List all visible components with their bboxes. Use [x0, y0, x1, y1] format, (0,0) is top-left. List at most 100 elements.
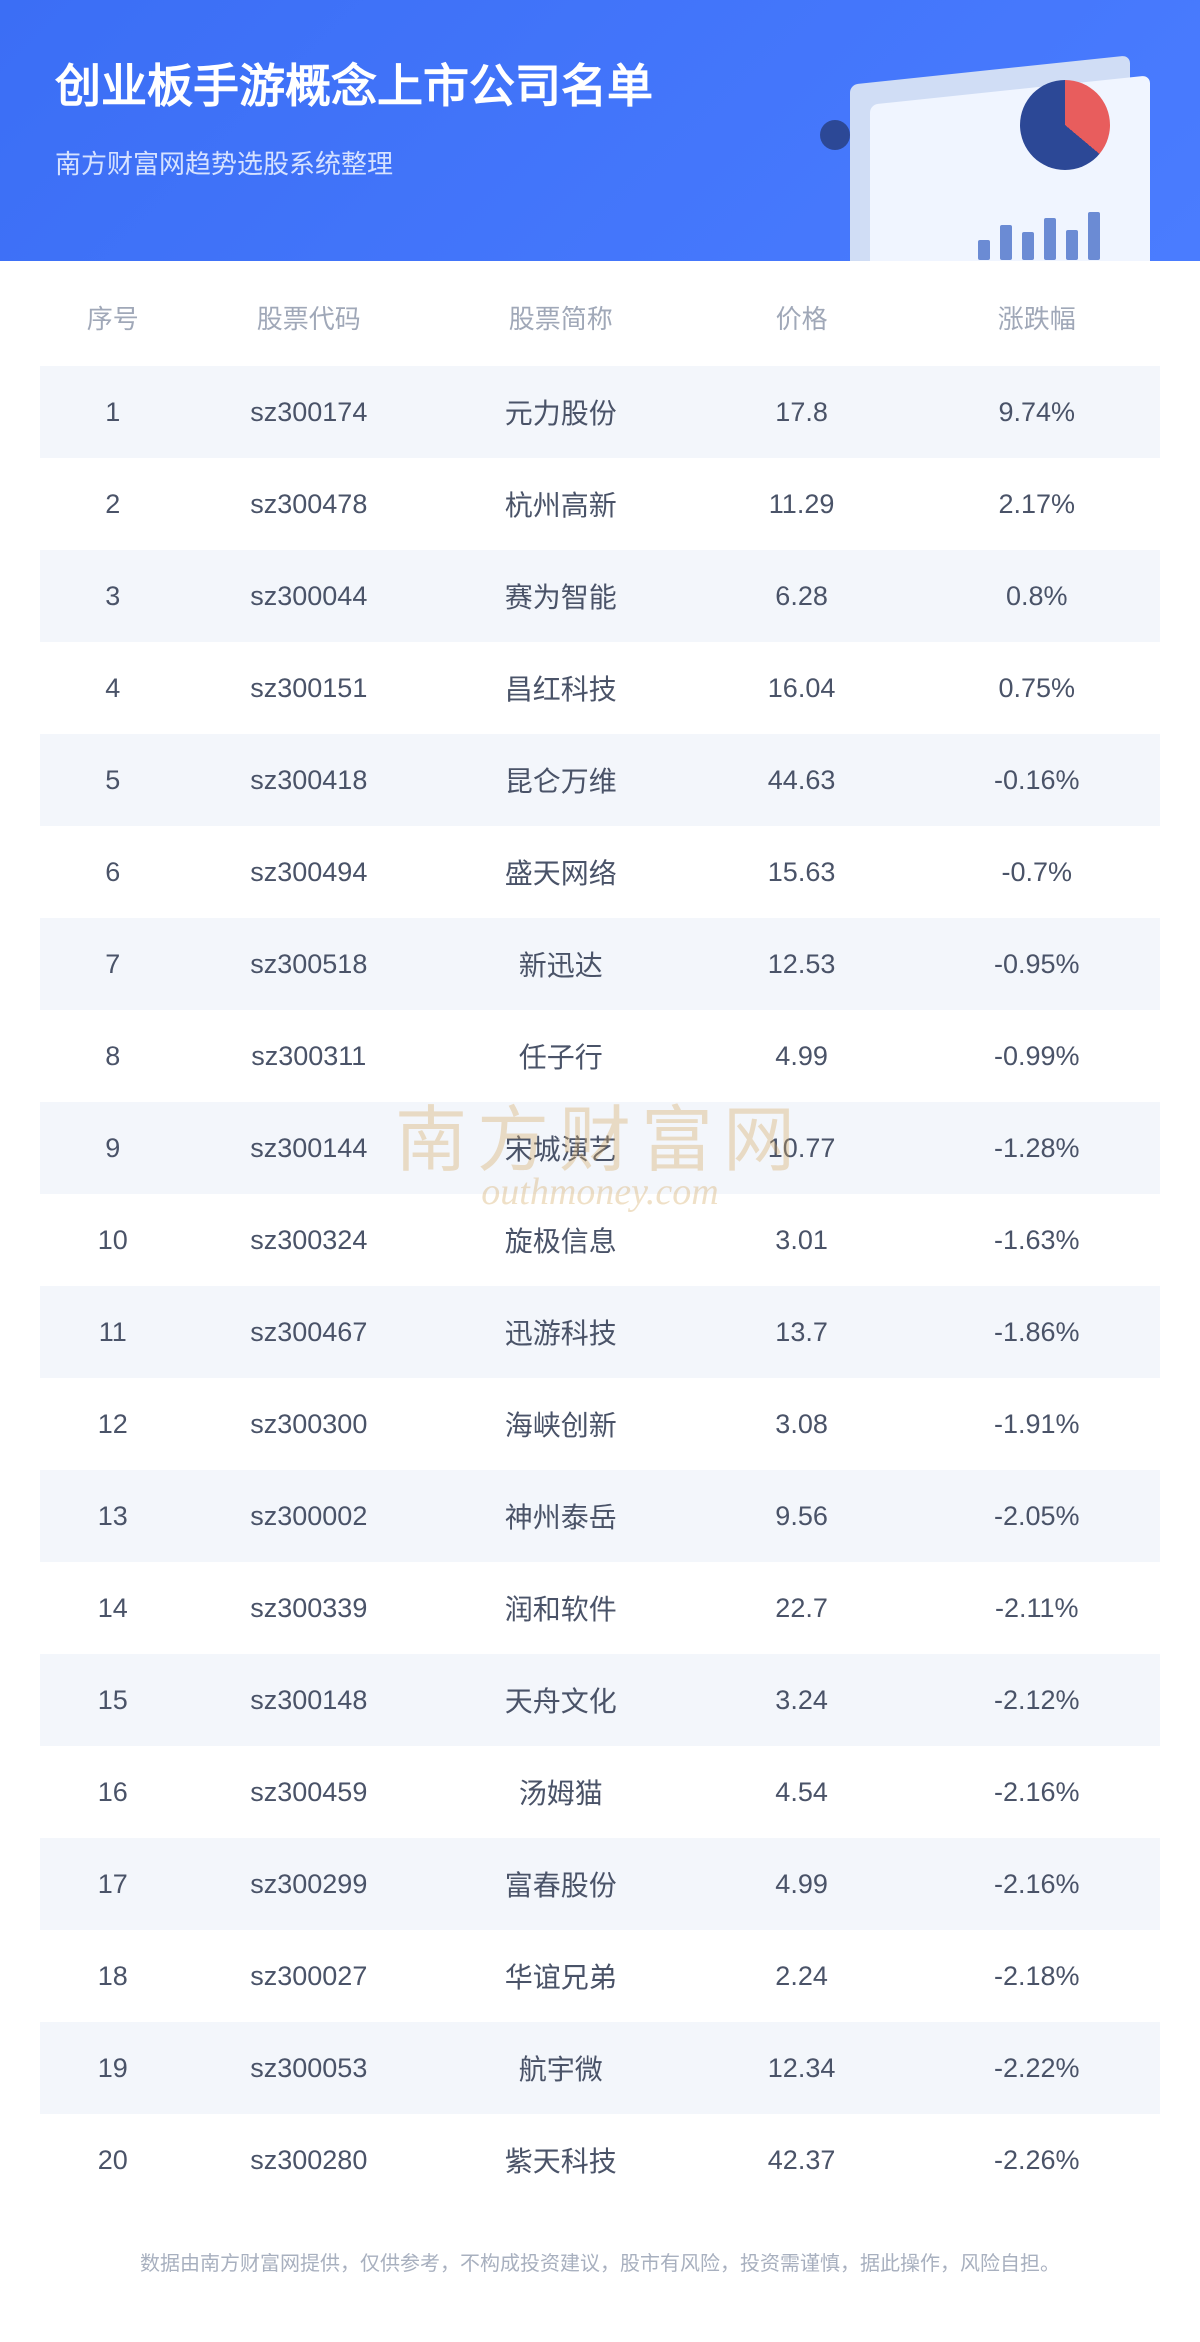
cell-code: sz300144	[186, 1133, 432, 1164]
cell-change: -1.91%	[914, 1409, 1160, 1440]
cell-name: 航宇微	[432, 2048, 690, 2088]
cell-price: 3.24	[690, 1685, 914, 1716]
cell-name: 天舟文化	[432, 1680, 690, 1720]
cell-price: 10.77	[690, 1133, 914, 1164]
cell-name: 新迅达	[432, 944, 690, 984]
cell-code: sz300300	[186, 1409, 432, 1440]
cell-name: 汤姆猫	[432, 1772, 690, 1812]
cell-code: sz300324	[186, 1225, 432, 1256]
table-row: 8sz300311任子行4.99-0.99%	[40, 1010, 1160, 1102]
cell-name: 元力股份	[432, 392, 690, 432]
table-row: 9sz300144宋城演艺10.77-1.28%	[40, 1102, 1160, 1194]
cell-name: 富春股份	[432, 1864, 690, 1904]
table-row: 19sz300053航宇微12.34-2.22%	[40, 2022, 1160, 2114]
cell-index: 8	[40, 1041, 186, 1072]
cell-code: sz300418	[186, 765, 432, 796]
table-row: 13sz300002神州泰岳9.56-2.05%	[40, 1470, 1160, 1562]
cell-code: sz300339	[186, 1593, 432, 1624]
table-row: 11sz300467迅游科技13.7-1.86%	[40, 1286, 1160, 1378]
cell-change: -0.7%	[914, 857, 1160, 888]
cell-price: 4.99	[690, 1041, 914, 1072]
col-header-index: 序号	[40, 299, 186, 336]
cell-change: -2.05%	[914, 1501, 1160, 1532]
table-row: 20sz300280紫天科技42.37-2.26%	[40, 2114, 1160, 2206]
cell-change: -1.28%	[914, 1133, 1160, 1164]
bar-chart-icon	[978, 212, 1100, 260]
cell-change: -2.16%	[914, 1777, 1160, 1808]
table-row: 4sz300151昌红科技16.040.75%	[40, 642, 1160, 734]
cell-price: 4.54	[690, 1777, 914, 1808]
cell-price: 44.63	[690, 765, 914, 796]
cell-index: 20	[40, 2145, 186, 2176]
cell-index: 10	[40, 1225, 186, 1256]
cell-name: 迅游科技	[432, 1312, 690, 1352]
col-header-code: 股票代码	[186, 299, 432, 336]
cell-code: sz300467	[186, 1317, 432, 1348]
cell-code: sz300002	[186, 1501, 432, 1532]
cell-name: 润和软件	[432, 1588, 690, 1628]
cell-index: 1	[40, 397, 186, 428]
cell-index: 4	[40, 673, 186, 704]
cell-name: 盛天网络	[432, 852, 690, 892]
cell-code: sz300027	[186, 1961, 432, 1992]
table-row: 5sz300418昆仑万维44.63-0.16%	[40, 734, 1160, 826]
cell-price: 15.63	[690, 857, 914, 888]
cell-index: 16	[40, 1777, 186, 1808]
cell-change: -0.16%	[914, 765, 1160, 796]
cell-name: 昌红科技	[432, 668, 690, 708]
cell-code: sz300299	[186, 1869, 432, 1900]
col-header-price: 价格	[690, 299, 914, 336]
cell-code: sz300494	[186, 857, 432, 888]
cell-change: -2.22%	[914, 2053, 1160, 2084]
cell-index: 12	[40, 1409, 186, 1440]
table-row: 10sz300324旋极信息3.01-1.63%	[40, 1194, 1160, 1286]
cell-price: 4.99	[690, 1869, 914, 1900]
cell-change: 9.74%	[914, 397, 1160, 428]
cell-code: sz300174	[186, 397, 432, 428]
table-row: 2sz300478杭州高新11.292.17%	[40, 458, 1160, 550]
cell-change: 0.8%	[914, 581, 1160, 612]
cell-change: -2.26%	[914, 2145, 1160, 2176]
cell-price: 3.01	[690, 1225, 914, 1256]
cell-code: sz300044	[186, 581, 432, 612]
table-row: 1sz300174元力股份17.89.74%	[40, 366, 1160, 458]
cell-price: 2.24	[690, 1961, 914, 1992]
cell-index: 7	[40, 949, 186, 980]
cell-change: -0.99%	[914, 1041, 1160, 1072]
cell-change: -2.11%	[914, 1593, 1160, 1624]
cell-change: 0.75%	[914, 673, 1160, 704]
cell-index: 19	[40, 2053, 186, 2084]
table-row: 17sz300299富春股份4.99-2.16%	[40, 1838, 1160, 1930]
table-row: 18sz300027华谊兄弟2.24-2.18%	[40, 1930, 1160, 2022]
cell-index: 3	[40, 581, 186, 612]
cell-name: 华谊兄弟	[432, 1956, 690, 1996]
cell-change: -2.18%	[914, 1961, 1160, 1992]
cell-index: 13	[40, 1501, 186, 1532]
cell-index: 5	[40, 765, 186, 796]
footer-disclaimer: 数据由南方财富网提供，仅供参考，不构成投资建议，股市有风险，投资需谨慎，据此操作…	[40, 2206, 1160, 2282]
globe-icon	[820, 120, 850, 150]
cell-code: sz300311	[186, 1041, 432, 1072]
cell-name: 海峡创新	[432, 1404, 690, 1444]
cell-change: -0.95%	[914, 949, 1160, 980]
cell-code: sz300053	[186, 2053, 432, 2084]
cell-name: 昆仑万维	[432, 760, 690, 800]
table-row: 14sz300339润和软件22.7-2.11%	[40, 1562, 1160, 1654]
cell-code: sz300518	[186, 949, 432, 980]
table-row: 12sz300300海峡创新3.08-1.91%	[40, 1378, 1160, 1470]
col-header-change: 涨跌幅	[914, 299, 1160, 336]
table-row: 6sz300494盛天网络15.63-0.7%	[40, 826, 1160, 918]
table-row: 7sz300518新迅达12.53-0.95%	[40, 918, 1160, 1010]
cell-index: 17	[40, 1869, 186, 1900]
cell-index: 2	[40, 489, 186, 520]
cell-code: sz300478	[186, 489, 432, 520]
cell-price: 11.29	[690, 489, 914, 520]
cell-index: 18	[40, 1961, 186, 1992]
cell-price: 12.53	[690, 949, 914, 980]
cell-price: 22.7	[690, 1593, 914, 1624]
cell-index: 6	[40, 857, 186, 888]
cell-code: sz300151	[186, 673, 432, 704]
cell-index: 9	[40, 1133, 186, 1164]
col-header-name: 股票简称	[432, 299, 690, 336]
header-banner: 创业板手游概念上市公司名单 南方财富网趋势选股系统整理	[0, 0, 1200, 261]
